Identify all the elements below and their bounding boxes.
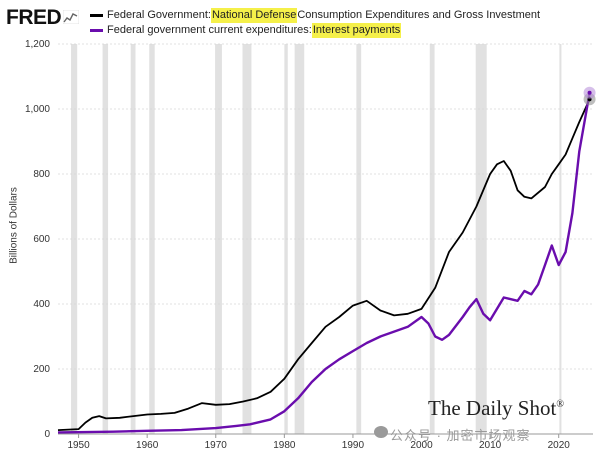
legend-item-interest: Federal government current expenditures:… xyxy=(90,23,540,38)
x-tick-label: 2010 xyxy=(479,440,502,451)
x-tick-label: 1970 xyxy=(205,440,228,451)
y-tick-label: 800 xyxy=(33,169,50,180)
x-tick-label: 2020 xyxy=(548,440,571,451)
legend: Federal Government: National Defense Con… xyxy=(90,8,540,38)
y-tick-labels: 0 200 400 600 800 1,000 1,200 xyxy=(25,39,50,440)
fred-logo: FRED xyxy=(6,6,62,29)
y-tick-label: 1,000 xyxy=(25,104,50,115)
series-line-defense xyxy=(57,98,591,431)
recession-band xyxy=(475,44,487,434)
legend-swatch-defense xyxy=(90,14,103,17)
x-tick-label: 1990 xyxy=(342,440,365,451)
watermark-mark: ® xyxy=(556,399,564,410)
y-tick-label: 1,200 xyxy=(25,39,50,50)
x-tick-label: 1980 xyxy=(273,440,296,451)
recession-band xyxy=(559,44,562,434)
watermark-subtitle: 公众号 · 加密市场观察 xyxy=(390,428,531,443)
legend-prefix-defense: Federal Government: xyxy=(107,9,211,21)
x-tick-labels: 1950 1960 1970 1980 1990 2000 2010 2020 xyxy=(67,434,570,451)
end-markers xyxy=(583,86,596,106)
recession-band xyxy=(429,44,435,434)
legend-highlight-interest: Interest payments xyxy=(311,23,402,38)
watermark-title-text: The Daily Shot xyxy=(428,396,557,420)
y-tick-label: 600 xyxy=(33,234,50,245)
fred-chart-icon xyxy=(63,10,79,24)
legend-item-defense: Federal Government: National Defense Con… xyxy=(90,8,540,23)
x-tick-label: 1960 xyxy=(136,440,159,451)
x-tick-label: 1950 xyxy=(67,440,90,451)
y-tick-label: 200 xyxy=(33,364,50,375)
legend-suffix-defense: Consumption Expenditures and Gross Inves… xyxy=(297,9,541,21)
legend-swatch-interest xyxy=(90,29,103,32)
y-tick-label: 0 xyxy=(44,429,50,440)
y-tick-label: 400 xyxy=(33,299,50,310)
x-tick-label: 2000 xyxy=(410,440,433,451)
grid-lines xyxy=(58,43,593,435)
recession-band xyxy=(130,44,136,434)
legend-prefix-interest: Federal government current expenditures: xyxy=(107,24,312,36)
legend-highlight-defense: National Defense xyxy=(210,8,298,23)
series-line-interest xyxy=(57,92,591,434)
end-point-interest xyxy=(587,90,592,95)
series-lines xyxy=(57,92,591,434)
wechat-icon xyxy=(374,426,388,438)
recession-band xyxy=(102,44,109,434)
watermark-title: The Daily Shot® xyxy=(428,396,564,421)
